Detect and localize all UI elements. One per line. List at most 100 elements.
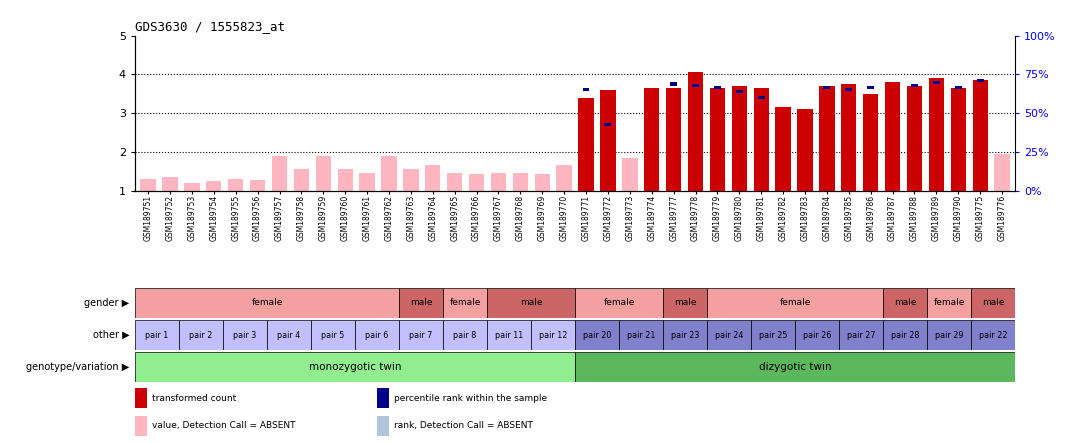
Text: pair 4: pair 4 (278, 331, 300, 340)
Bar (619, 320, 663, 350)
Bar (846, 88, 852, 91)
Bar (267, 320, 311, 350)
Bar (971, 288, 1015, 318)
Bar (754, 88, 769, 190)
Text: pair 2: pair 2 (189, 331, 213, 340)
Bar (885, 82, 901, 190)
Bar (692, 84, 699, 87)
Bar (556, 166, 571, 190)
Bar (688, 72, 703, 190)
Bar (400, 320, 443, 350)
Bar (820, 86, 835, 190)
Text: dizygotic twin: dizygotic twin (759, 362, 832, 373)
Bar (795, 320, 839, 350)
Bar (600, 90, 616, 190)
Bar (644, 88, 660, 190)
Bar (575, 353, 1015, 382)
Bar (294, 169, 309, 190)
Text: male: male (519, 298, 542, 307)
Bar (579, 113, 594, 190)
Text: other ▶: other ▶ (93, 330, 130, 340)
Bar (469, 174, 484, 190)
Bar (360, 173, 375, 190)
Bar (976, 79, 984, 82)
Bar (447, 173, 462, 190)
Text: female: female (252, 298, 283, 307)
Bar (272, 156, 287, 190)
Bar (140, 179, 156, 190)
Bar (731, 86, 747, 190)
Bar (707, 320, 752, 350)
Bar (823, 86, 831, 89)
Bar (972, 80, 988, 190)
Bar (710, 88, 725, 190)
Bar (400, 288, 443, 318)
Bar (912, 84, 918, 87)
Bar (955, 86, 961, 89)
Bar (600, 90, 616, 190)
Bar (579, 98, 594, 190)
Bar (135, 288, 400, 318)
Text: pair 1: pair 1 (146, 331, 168, 340)
Bar (575, 288, 663, 318)
Bar (162, 177, 178, 190)
Bar (135, 320, 179, 350)
Bar (863, 158, 878, 190)
Bar (775, 156, 791, 190)
Bar (883, 320, 927, 350)
Bar (754, 158, 769, 190)
Bar (841, 84, 856, 190)
Bar (867, 86, 874, 89)
Bar (249, 180, 266, 190)
Text: rank, Detection Call = ABSENT: rank, Detection Call = ABSENT (394, 421, 532, 430)
Bar (487, 320, 531, 350)
Text: gender ▶: gender ▶ (84, 298, 130, 308)
Bar (315, 156, 330, 190)
Bar (671, 83, 677, 86)
Text: pair 6: pair 6 (365, 331, 389, 340)
Bar (311, 320, 355, 350)
Text: transformed count: transformed count (152, 394, 237, 403)
Bar (885, 131, 901, 190)
Text: female: female (933, 298, 964, 307)
Bar (185, 183, 200, 190)
Text: pair 7: pair 7 (409, 331, 433, 340)
Text: pair 26: pair 26 (802, 331, 832, 340)
Text: monozygotic twin: monozygotic twin (309, 362, 402, 373)
Bar (714, 86, 720, 89)
Bar (839, 320, 883, 350)
Bar (883, 288, 927, 318)
Bar (907, 158, 922, 190)
Text: value, Detection Call = ABSENT: value, Detection Call = ABSENT (152, 421, 296, 430)
Bar (403, 169, 419, 190)
Bar (710, 158, 725, 190)
Bar (338, 169, 353, 190)
Bar (381, 156, 396, 190)
Bar (797, 156, 812, 190)
Text: male: male (894, 298, 917, 307)
Bar (513, 173, 528, 190)
Bar (135, 388, 147, 408)
Bar (228, 179, 243, 190)
Bar (644, 88, 660, 190)
Bar (950, 154, 966, 190)
Text: genotype/variation ▶: genotype/variation ▶ (26, 362, 130, 373)
Text: pair 22: pair 22 (978, 331, 1008, 340)
Bar (443, 288, 487, 318)
Bar (820, 86, 835, 190)
Bar (927, 288, 971, 318)
Bar (135, 416, 147, 436)
Bar (490, 173, 507, 190)
Text: pair 29: pair 29 (935, 331, 963, 340)
Bar (663, 320, 707, 350)
Bar (907, 86, 922, 190)
Bar (775, 107, 791, 190)
Bar (971, 320, 1015, 350)
Text: percentile rank within the sample: percentile rank within the sample (394, 394, 548, 403)
Bar (605, 123, 611, 126)
Bar (841, 158, 856, 190)
Bar (929, 78, 944, 190)
Text: GDS3630 / 1555823_at: GDS3630 / 1555823_at (135, 20, 285, 33)
Bar (758, 96, 765, 99)
Bar (797, 109, 812, 190)
